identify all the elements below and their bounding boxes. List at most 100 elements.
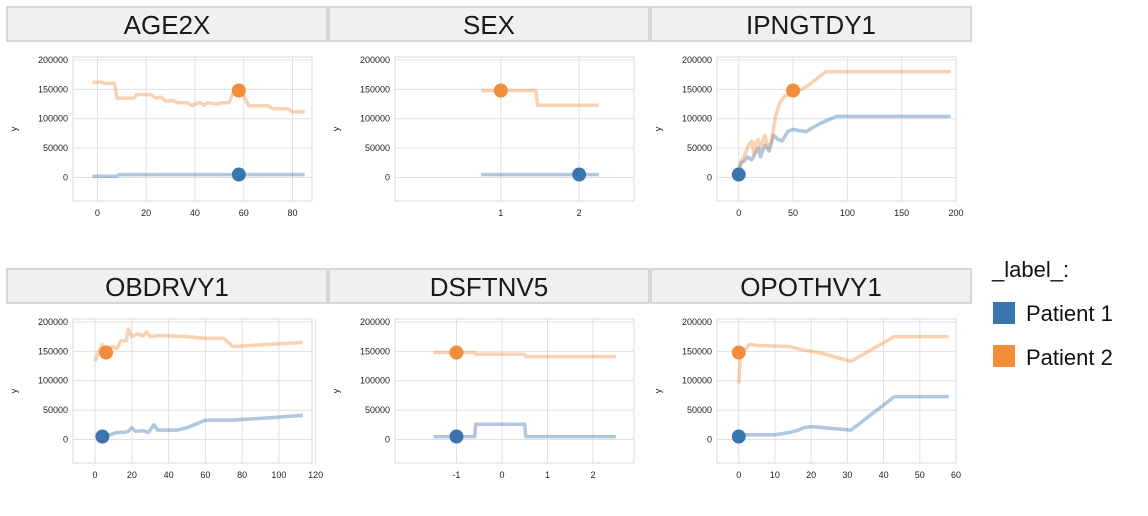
y-axis-label: y — [9, 388, 19, 393]
legend-swatch-patient-1 — [993, 302, 1015, 324]
y-tick-label: 150000 — [360, 346, 390, 356]
y-tick-label: 0 — [63, 434, 68, 444]
marker-patient-1 — [95, 429, 110, 444]
marker-patient-2 — [99, 345, 114, 360]
x-tick-label: 1 — [498, 208, 503, 218]
x-tick-label: 40 — [879, 470, 889, 480]
x-tick-label: 80 — [287, 208, 297, 218]
series-line-patient-1 — [736, 114, 951, 175]
series-line-patient-2 — [433, 350, 616, 359]
y-tick-label: 50000 — [687, 143, 712, 153]
legend-label-patient-1: Patient 1 — [1026, 301, 1113, 326]
legend: _label_: Patient 1 Patient 2 — [991, 257, 1113, 370]
series-line-patient-1 — [737, 394, 949, 439]
marker-patient-2 — [731, 345, 746, 360]
y-tick-label: 200000 — [38, 55, 68, 65]
y-tick-label: 150000 — [38, 346, 68, 356]
series-line-patient-1 — [92, 172, 305, 179]
panel-sex: SEX 0 50000 100000 150000 200000 1 2 y — [328, 6, 650, 218]
x-tick-label: 0 — [93, 470, 98, 480]
y-tick-label: 200000 — [360, 55, 390, 65]
x-tick-label: 100 — [271, 470, 286, 480]
y-tick-label: 100000 — [360, 114, 390, 124]
y-tick-label: 0 — [707, 434, 712, 444]
facet-strip — [650, 6, 972, 42]
y-tick-label: 0 — [385, 434, 390, 444]
y-tick-label: 50000 — [365, 143, 390, 153]
y-tick-label: 200000 — [38, 317, 68, 327]
series-line-patient-1 — [101, 413, 303, 439]
series-line-patient-2 — [92, 80, 305, 114]
facet-title: IPNGTDY1 — [746, 10, 876, 40]
y-tick-label: 150000 — [682, 346, 712, 356]
series-line-patient-2 — [736, 334, 949, 384]
y-tick-label: 50000 — [687, 405, 712, 415]
plot-frame — [394, 56, 635, 202]
x-tick-label: 0 — [736, 470, 741, 480]
panel-age2x: AGE2X 0 50000 100000 150000 200000 0 20 40 60 80 y — [6, 6, 328, 218]
facet-title: DSFTNV5 — [430, 272, 548, 302]
y-tick-label: 50000 — [365, 405, 390, 415]
x-tick-label: 50 — [788, 208, 798, 218]
y-tick-label: 100000 — [38, 114, 68, 124]
y-axis-label: y — [9, 126, 19, 131]
x-tick-label: -1 — [452, 470, 460, 480]
plot-frame — [716, 56, 957, 202]
panel-obdrvy1: OBDRVY1 0 50000 100000 150000 200000 0 20 40 60 80… — [6, 268, 328, 480]
plot-frame — [72, 318, 313, 464]
x-tick-label: 60 — [239, 208, 249, 218]
x-tick-label: 0 — [95, 208, 100, 218]
legend-swatch-patient-2 — [993, 345, 1015, 367]
x-tick-label: 1 — [545, 470, 550, 480]
facet-title: AGE2X — [124, 10, 211, 40]
x-tick-label: 20 — [127, 470, 137, 480]
x-tick-label: 30 — [842, 470, 852, 480]
x-tick-label: 100 — [840, 208, 855, 218]
x-tick-label: 80 — [237, 470, 247, 480]
y-tick-label: 200000 — [360, 317, 390, 327]
x-tick-label: 120 — [308, 470, 323, 480]
facet-title: OBDRVY1 — [105, 272, 229, 302]
series-line-patient-1 — [433, 422, 616, 439]
facet-strip — [328, 268, 650, 304]
x-tick-label: 60 — [951, 470, 961, 480]
series-line-patient-2 — [737, 69, 951, 170]
facet-title: OPOTHVY1 — [740, 272, 882, 302]
marker-patient-2 — [449, 345, 464, 360]
y-tick-label: 100000 — [682, 376, 712, 386]
x-tick-label: 0 — [499, 470, 504, 480]
y-tick-label: 100000 — [38, 376, 68, 386]
y-axis-label: y — [331, 388, 341, 393]
x-tick-label: 150 — [894, 208, 909, 218]
x-tick-label: 50 — [915, 470, 925, 480]
y-tick-label: 0 — [63, 172, 68, 182]
x-tick-label: 60 — [200, 470, 210, 480]
x-tick-label: 20 — [141, 208, 151, 218]
y-tick-label: 0 — [385, 172, 390, 182]
y-tick-label: 0 — [707, 172, 712, 182]
facet-strip — [328, 6, 650, 42]
x-tick-label: 2 — [591, 470, 596, 480]
x-tick-label: 40 — [190, 208, 200, 218]
y-tick-label: 100000 — [682, 114, 712, 124]
plot-frame — [394, 318, 635, 464]
panel-ipngtdy1: IPNGTDY1 0 50000 100000 150000 200000 0 50 100 15… — [650, 6, 972, 218]
series-line-patient-2 — [93, 327, 303, 362]
series-line-patient-2 — [481, 88, 599, 107]
y-tick-label: 100000 — [360, 376, 390, 386]
marker-patient-1 — [231, 167, 246, 182]
y-tick-label: 150000 — [38, 84, 68, 94]
legend-title: _label_: — [991, 257, 1069, 282]
y-tick-label: 200000 — [682, 317, 712, 327]
plot-frame — [716, 318, 957, 464]
marker-patient-1 — [731, 167, 746, 182]
marker-patient-1 — [572, 167, 587, 182]
y-axis-label: y — [653, 388, 663, 393]
x-tick-label: 40 — [164, 470, 174, 480]
facet-strip — [650, 268, 972, 304]
x-tick-label: 20 — [806, 470, 816, 480]
x-tick-label: 10 — [770, 470, 780, 480]
y-tick-label: 150000 — [360, 84, 390, 94]
